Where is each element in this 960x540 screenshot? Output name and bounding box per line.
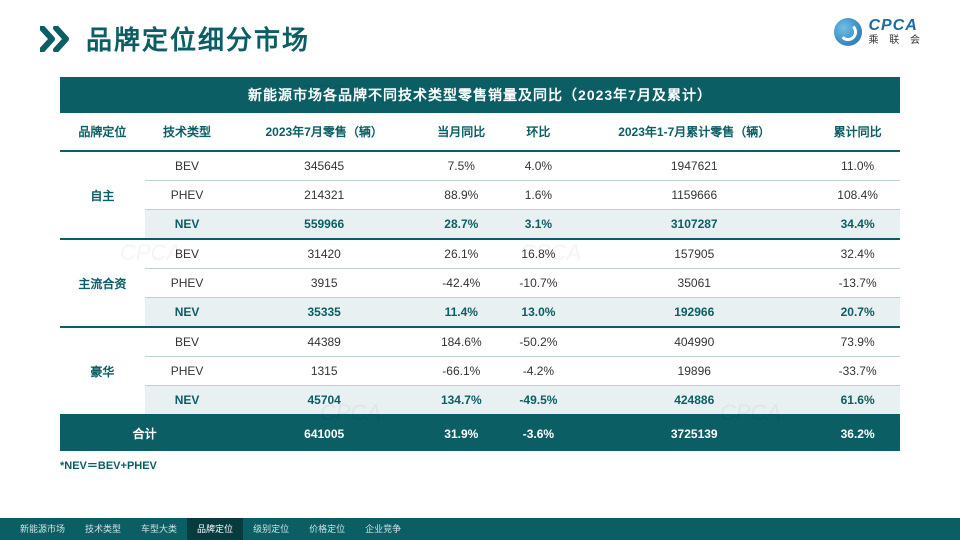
cell: 424886	[573, 386, 815, 416]
cell: 31420	[229, 239, 419, 269]
table-row: NEV55996628.7%3.1%310728734.4%	[60, 210, 900, 240]
logo-text-top: CPCA	[868, 18, 924, 34]
cell: -42.4%	[419, 269, 504, 298]
cell: 16.8%	[504, 239, 574, 269]
footer-bar: 新能源市场技术类型车型大类品牌定位级别定位价格定位企业竞争	[0, 518, 960, 540]
cell: 3107287	[573, 210, 815, 240]
cell: 45704	[229, 386, 419, 416]
cell: 134.7%	[419, 386, 504, 416]
cell: 13.0%	[504, 298, 574, 328]
cell: 73.9%	[815, 327, 900, 357]
cell: 1159666	[573, 181, 815, 210]
footnote: *NEV＝BEV+PHEV	[60, 457, 900, 473]
cell: 19896	[573, 357, 815, 386]
cell: 32.4%	[815, 239, 900, 269]
cell: 88.9%	[419, 181, 504, 210]
table-row: 主流合资BEV3142026.1%16.8%15790532.4%	[60, 239, 900, 269]
cell: NEV	[145, 386, 230, 416]
cell: -10.7%	[504, 269, 574, 298]
cell: 345645	[229, 151, 419, 181]
total-cell: 641005	[229, 415, 419, 451]
cell: 7.5%	[419, 151, 504, 181]
cell: 157905	[573, 239, 815, 269]
cell: 11.4%	[419, 298, 504, 328]
total-cell: 3725139	[573, 415, 815, 451]
footer-tab[interactable]: 级别定位	[243, 518, 299, 540]
cell: BEV	[145, 151, 230, 181]
cell: 35061	[573, 269, 815, 298]
group-cell: 豪华	[60, 327, 145, 415]
cell: 1315	[229, 357, 419, 386]
cell: 11.0%	[815, 151, 900, 181]
footer-tab[interactable]: 技术类型	[75, 518, 131, 540]
cell: -50.2%	[504, 327, 574, 357]
footer-tab[interactable]: 企业竞争	[355, 518, 411, 540]
total-cell: 31.9%	[419, 415, 504, 451]
cell: -13.7%	[815, 269, 900, 298]
logo-icon	[834, 18, 862, 46]
table-row: PHEV3915-42.4%-10.7%35061-13.7%	[60, 269, 900, 298]
chevrons-icon	[40, 26, 76, 52]
table-row: PHEV1315-66.1%-4.2%19896-33.7%	[60, 357, 900, 386]
table-row: 豪华BEV44389184.6%-50.2%40499073.9%	[60, 327, 900, 357]
cell: 1947621	[573, 151, 815, 181]
cell: 1.6%	[504, 181, 574, 210]
table-row: NEV3533511.4%13.0%19296620.7%	[60, 298, 900, 328]
cpca-logo: CPCA 乘 联 会	[834, 18, 924, 46]
table-row: PHEV21432188.9%1.6%1159666108.4%	[60, 181, 900, 210]
column-header: 当月同比	[419, 113, 504, 151]
table-row: NEV45704134.7%-49.5%42488661.6%	[60, 386, 900, 416]
table-container: 新能源市场各品牌不同技术类型零售销量及同比（2023年7月及累计） 品牌定位技术…	[0, 77, 960, 473]
footer-tab[interactable]: 品牌定位	[187, 518, 243, 540]
footer-tab[interactable]: 新能源市场	[10, 518, 75, 540]
cell: -33.7%	[815, 357, 900, 386]
cell: -4.2%	[504, 357, 574, 386]
cell: 3915	[229, 269, 419, 298]
data-table: 品牌定位技术类型2023年7月零售（辆）当月同比环比2023年1-7月累计零售（…	[60, 113, 900, 451]
group-cell: 主流合资	[60, 239, 145, 327]
cell: 61.6%	[815, 386, 900, 416]
cell: PHEV	[145, 269, 230, 298]
cell: 108.4%	[815, 181, 900, 210]
column-header: 技术类型	[145, 113, 230, 151]
cell: PHEV	[145, 181, 230, 210]
table-banner: 新能源市场各品牌不同技术类型零售销量及同比（2023年7月及累计）	[60, 77, 900, 113]
cell: 44389	[229, 327, 419, 357]
cell: BEV	[145, 327, 230, 357]
slide-header: 品牌定位细分市场	[0, 0, 960, 67]
cell: 26.1%	[419, 239, 504, 269]
logo-text-bottom: 乘 联 会	[868, 36, 924, 46]
footer-tab[interactable]: 车型大类	[131, 518, 187, 540]
cell: NEV	[145, 210, 230, 240]
cell: PHEV	[145, 357, 230, 386]
cell: 184.6%	[419, 327, 504, 357]
column-header: 品牌定位	[60, 113, 145, 151]
footer-tab[interactable]: 价格定位	[299, 518, 355, 540]
group-cell: 自主	[60, 151, 145, 239]
cell: 192966	[573, 298, 815, 328]
cell: NEV	[145, 298, 230, 328]
cell: -49.5%	[504, 386, 574, 416]
cell: 3.1%	[504, 210, 574, 240]
cell: BEV	[145, 239, 230, 269]
cell: 4.0%	[504, 151, 574, 181]
total-cell: 合计	[60, 415, 229, 451]
footer-tabs: 新能源市场技术类型车型大类品牌定位级别定位价格定位企业竞争	[10, 518, 411, 540]
total-cell: -3.6%	[504, 415, 574, 451]
cell: 559966	[229, 210, 419, 240]
cell: 34.4%	[815, 210, 900, 240]
table-row: 自主BEV3456457.5%4.0%194762111.0%	[60, 151, 900, 181]
cell: 214321	[229, 181, 419, 210]
cell: 28.7%	[419, 210, 504, 240]
cell: -66.1%	[419, 357, 504, 386]
column-header: 2023年7月零售（辆）	[229, 113, 419, 151]
total-cell: 36.2%	[815, 415, 900, 451]
cell: 404990	[573, 327, 815, 357]
page-title: 品牌定位细分市场	[86, 20, 310, 57]
column-header: 累计同比	[815, 113, 900, 151]
cell: 35335	[229, 298, 419, 328]
column-header: 2023年1-7月累计零售（辆）	[573, 113, 815, 151]
cell: 20.7%	[815, 298, 900, 328]
column-header: 环比	[504, 113, 574, 151]
